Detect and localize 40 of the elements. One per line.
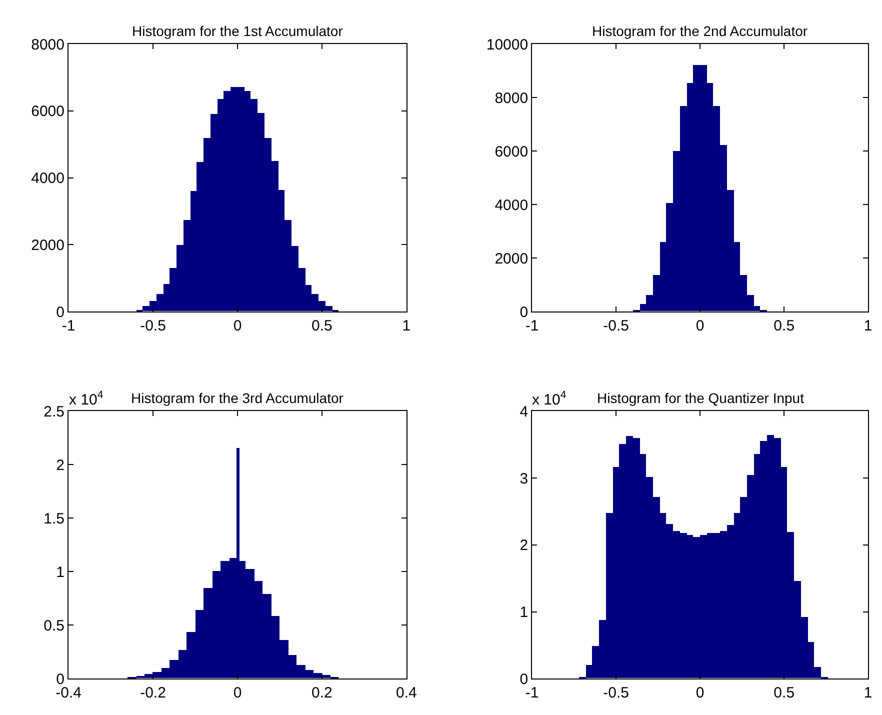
x-tick-label: 0.5 [312, 318, 332, 335]
x-tick-label: 0.2 [312, 684, 332, 702]
y-tick-label: 8000 [31, 36, 65, 54]
x-tick-label: 0 [233, 684, 242, 702]
chart-title: Histogram for the Quantizer Input [597, 390, 804, 406]
chart-title: Histogram for the 2nd Accumulator [592, 23, 808, 39]
y-tick-label: 6000 [31, 103, 65, 120]
x-tick-label: 0.4 [396, 684, 417, 702]
y-tick-label: 1 [56, 564, 65, 581]
chart-title: Histogram for the 3rd Accumulator [131, 390, 344, 406]
x-tick-label: 1 [864, 684, 872, 702]
x-tick-label: 0 [696, 684, 704, 702]
text: x 10$^{4}$ [532, 389, 566, 408]
x-tick-label: -0.5 [140, 318, 166, 335]
x-tick-label: -0.2 [140, 684, 166, 702]
y-tick-label: 10000 [486, 36, 528, 54]
y-tick-label: 2 [56, 456, 65, 474]
x-tick-label: -0.5 [603, 318, 630, 335]
x-tick-label: 0.5 [774, 318, 795, 335]
text: x 10$^{4}$ [69, 389, 104, 408]
y-tick-label: 4 [520, 403, 528, 420]
x-tick-label: 1 [864, 318, 872, 335]
x-tick-label: 1 [402, 318, 411, 335]
y-tick-label: 1.5 [44, 510, 65, 528]
y-tick-label: 1 [520, 604, 528, 622]
y-tick-label: 0.5 [44, 617, 65, 634]
y-tick-label: 2000 [494, 250, 528, 268]
y-tick-label: 2.5 [44, 403, 65, 420]
x-tick-label: 0 [233, 318, 242, 335]
y-tick-label: 4000 [494, 196, 528, 214]
chart-title: Histogram for the 1st Accumulator [132, 23, 344, 39]
y-tick-label: 6000 [494, 143, 528, 160]
x-tick-label: -0.5 [603, 684, 630, 702]
y-tick-label: 2 [520, 537, 528, 554]
y-tick-label: 2000 [31, 236, 65, 254]
y-tick-label: 3 [520, 470, 528, 488]
x-tick-label: 0.5 [774, 684, 795, 702]
y-tick-label: 4000 [31, 170, 65, 188]
y-tick-label: 8000 [494, 90, 528, 107]
x-tick-label: 0 [696, 318, 704, 335]
